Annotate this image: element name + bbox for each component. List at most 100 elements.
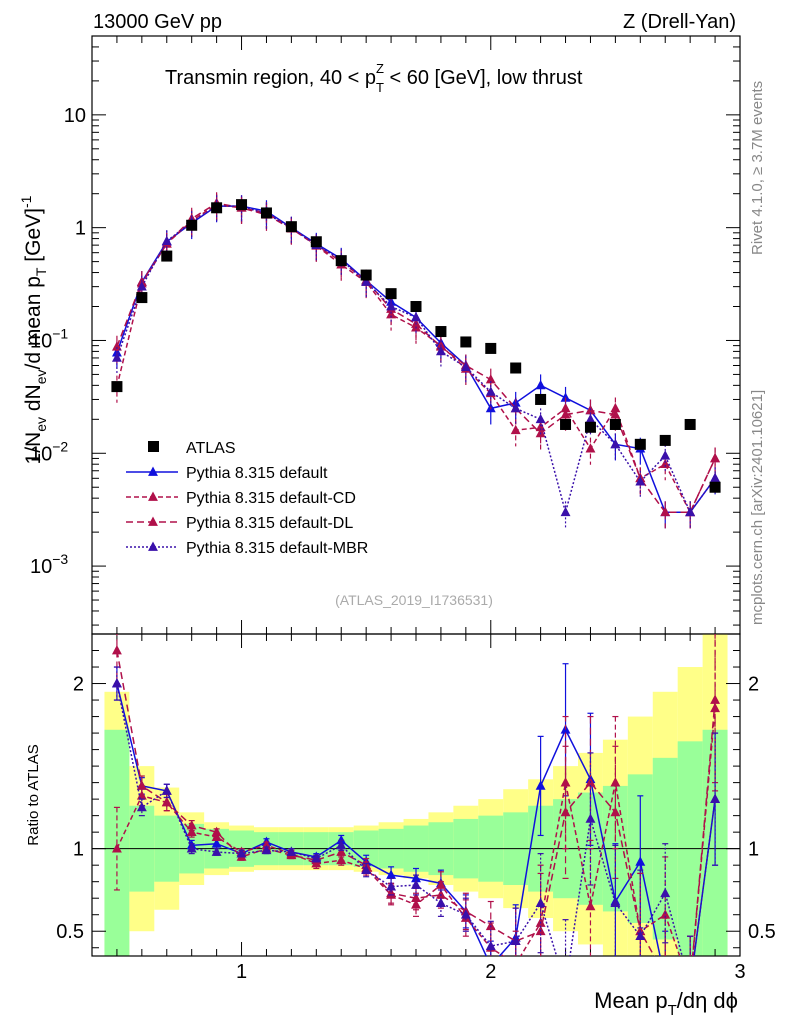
ratio-point	[111, 843, 122, 853]
legend-marker	[148, 516, 158, 526]
legend-label: Pythia 8.315 default-DL	[186, 515, 353, 532]
data-point	[634, 438, 646, 450]
ratio-point	[535, 780, 546, 790]
ratio-point	[411, 872, 421, 883]
analysis-id: (ATLAS_2019_I1736531)	[335, 592, 493, 608]
main-plot: 10 1 10−1 10−2 10−3	[30, 35, 741, 648]
title-tail: < 60 [GeV], low thrust	[384, 67, 583, 89]
legend: ATLAS Pythia 8.315 default Pythia 8.315 de…	[126, 440, 368, 557]
series-point	[460, 361, 471, 372]
ratio-point	[211, 826, 222, 837]
ratio-point	[485, 940, 496, 950]
series-point	[535, 413, 546, 424]
x-axis-label: Mean pT/dη dϕ	[594, 988, 738, 1019]
data-point	[684, 418, 696, 430]
data-point	[260, 207, 272, 219]
title-sup: Z	[376, 61, 384, 76]
ratio-point	[136, 801, 147, 812]
legend-label-atlas: ATLAS	[186, 440, 236, 457]
ratio-point	[111, 645, 122, 655]
ratio-point	[211, 838, 222, 848]
ratio-point	[411, 879, 421, 889]
title-sub: T	[376, 80, 384, 95]
series-point	[585, 443, 596, 453]
ratio-point	[261, 844, 272, 855]
ratio-y-axis-label: Ratio to ATLAS	[25, 744, 42, 845]
series-point	[510, 402, 521, 413]
series-point	[685, 506, 696, 517]
data-point	[335, 255, 347, 267]
data-point	[360, 269, 372, 281]
data-point	[310, 236, 322, 248]
ratio-point	[186, 820, 197, 830]
series-point	[560, 506, 571, 517]
legend-marker-atlas	[148, 441, 159, 452]
ratio-point	[435, 897, 446, 908]
ratio-y-tick-label-right: 0.5	[748, 921, 776, 943]
series-point	[161, 235, 172, 245]
ratio-point	[585, 813, 596, 823]
legend-marker	[148, 491, 158, 501]
header-left: 13000 GeV pp	[93, 11, 222, 33]
data-point	[385, 288, 397, 300]
ratio-point	[211, 831, 222, 841]
ratio-point	[535, 897, 546, 908]
data-point	[560, 418, 572, 430]
data-point	[410, 301, 422, 313]
ratio-point	[411, 892, 421, 903]
series-point	[510, 424, 521, 435]
ratio-point	[710, 793, 721, 803]
ratio-point	[460, 909, 471, 919]
plot-title: Transmin region, 40 < pTZ < 60 [GeV], lo…	[165, 61, 583, 95]
data-point	[285, 221, 297, 233]
series-point	[585, 413, 596, 424]
data-point	[435, 326, 447, 338]
ratio-point	[161, 796, 172, 807]
ratio-point	[236, 848, 247, 858]
ratio-point	[635, 856, 646, 866]
ratio-point	[286, 846, 297, 856]
data-point	[161, 250, 173, 262]
ratio-point	[136, 780, 147, 790]
ratio-y-tick-label-right: 2	[748, 674, 759, 696]
ratio-y-tick-label: 0.5	[56, 921, 84, 943]
data-point	[136, 292, 148, 304]
legend-label: Pythia 8.315 default-MBR	[186, 540, 368, 557]
ratio-point	[660, 909, 671, 919]
main-series-group	[111, 192, 721, 529]
ratio-point	[386, 881, 397, 891]
title-main: Transmin region, 40 < p	[165, 67, 376, 89]
series-point	[660, 506, 671, 517]
ratio-point	[560, 806, 571, 817]
ratio-point	[211, 846, 222, 856]
series-point	[435, 345, 446, 356]
data-point	[485, 342, 497, 354]
ratio-y-tick-label: 2	[73, 674, 84, 696]
series-point	[361, 276, 372, 286]
legend-label: Pythia 8.315 default-CD	[186, 490, 356, 507]
ratio-plot: 1 2 3 2 2 1 1 0.5 0.5	[56, 633, 776, 983]
ratio-point	[510, 935, 521, 945]
ratio-point	[635, 930, 646, 941]
ratio-point	[610, 806, 621, 817]
data-point	[535, 393, 547, 405]
series-point	[485, 374, 496, 384]
ratio-point	[610, 897, 621, 908]
data-point	[709, 481, 721, 493]
ratio-point	[361, 864, 372, 874]
ratio-point	[161, 785, 172, 795]
side-label-bottom: mcplots.cern.ch [arXiv:2401.10621]	[749, 390, 766, 625]
series-point	[485, 386, 496, 396]
series-point	[660, 458, 671, 469]
series-point	[710, 452, 721, 463]
ratio-y-tick-label-right: 1	[748, 839, 759, 861]
series-point	[710, 472, 721, 483]
y-tick-label: 10−2	[30, 438, 68, 465]
legend-marker	[148, 466, 158, 476]
series-point	[386, 301, 397, 311]
ratio-series-group	[111, 634, 721, 956]
y-tick-label: 10−1	[30, 325, 68, 352]
ratio-point	[660, 887, 671, 898]
data-point	[460, 336, 472, 348]
